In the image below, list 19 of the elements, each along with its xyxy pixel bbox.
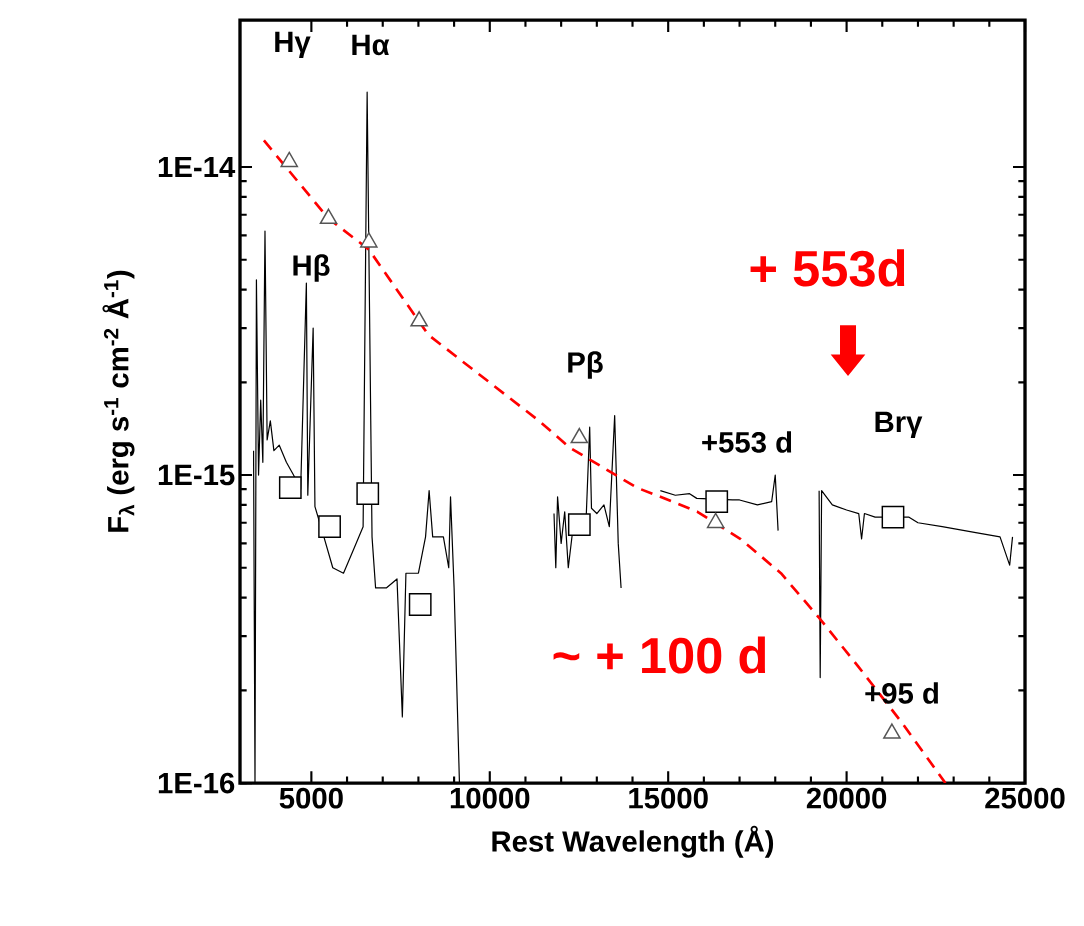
x-tick-label: 20000	[806, 787, 887, 809]
y-tick-label: 1E-14	[158, 156, 236, 178]
y-tick-label: 1E-16	[158, 772, 235, 794]
annotation: Brγ	[875, 411, 923, 439]
annotation: Hα	[352, 34, 390, 56]
annotation: +553 d	[702, 431, 792, 453]
annotation: Hγ	[275, 31, 311, 59]
x-tick-label: 25000	[985, 787, 1065, 809]
x-axis-title: Rest Wavelength (Å)	[492, 825, 774, 858]
text: F$_{λ}$ (erg s$^{-1}$ cm$^{-2}$ Å$^{-1}$)	[102, 270, 135, 532]
annotation: Hβ	[293, 254, 330, 282]
annotation: +95 d	[865, 682, 938, 704]
x-tick-label: 15000	[629, 787, 708, 809]
annotation: + 553d	[750, 249, 905, 287]
x-tick-label: 10000	[450, 787, 530, 809]
x-tick-label: 5000	[279, 787, 343, 809]
annotation: ~ + 100 d	[553, 636, 766, 674]
annotation: Pβ	[568, 351, 603, 379]
y-tick-label: 1E-15	[158, 464, 235, 486]
